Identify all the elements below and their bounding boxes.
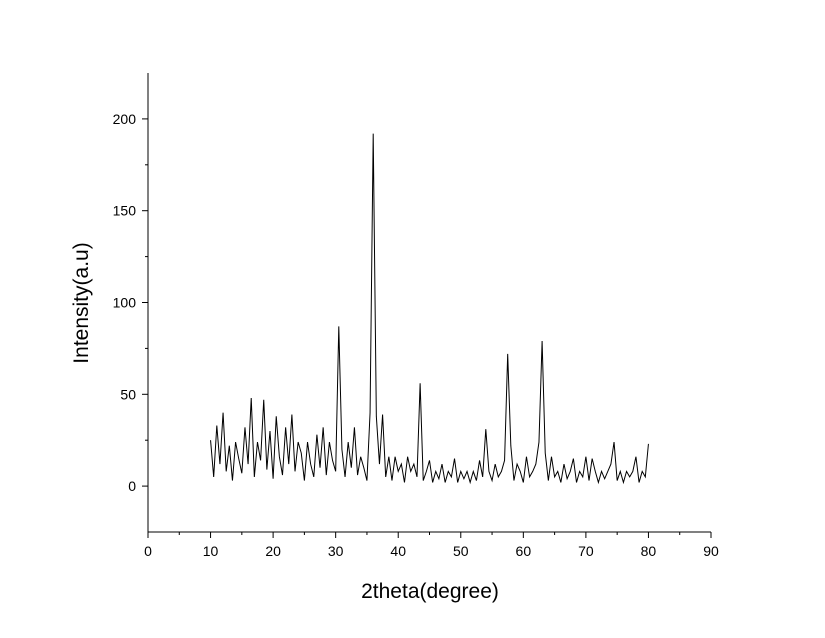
x-axis-label: 2theta(degree) xyxy=(361,580,499,603)
data-line xyxy=(210,133,649,485)
y-axis-label: Intensity(a.u) xyxy=(70,242,93,363)
y-tick-label: 200 xyxy=(113,111,137,127)
y-tick-label: 0 xyxy=(128,478,136,494)
x-tick-label: 90 xyxy=(703,543,719,559)
y-tick-label: 50 xyxy=(120,386,136,402)
x-tick-label: 70 xyxy=(578,543,594,559)
x-tick-label: 20 xyxy=(265,543,281,559)
x-tick-label: 50 xyxy=(453,543,469,559)
x-tick-label: 0 xyxy=(144,543,152,559)
x-tick-label: 80 xyxy=(641,543,657,559)
x-tick-label: 30 xyxy=(328,543,344,559)
y-tick-label: 100 xyxy=(113,295,137,311)
x-tick-label: 40 xyxy=(390,543,406,559)
y-tick-label: 150 xyxy=(113,203,137,219)
x-tick-label: 60 xyxy=(516,543,532,559)
x-tick-label: 10 xyxy=(203,543,219,559)
